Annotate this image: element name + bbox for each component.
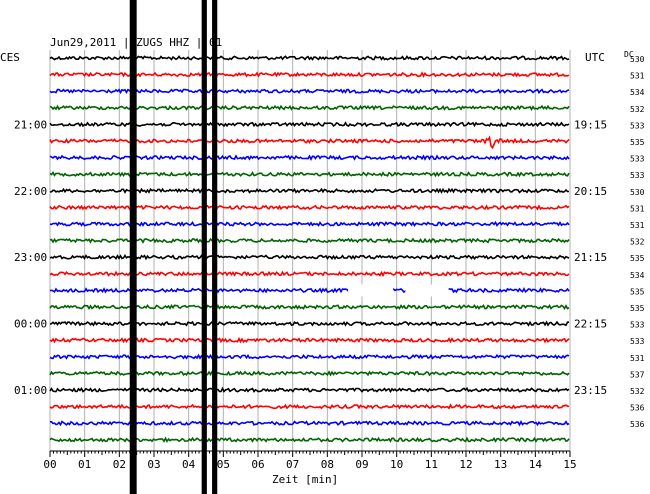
- dc-offset-label: 536: [630, 420, 645, 429]
- x-tick-label: 01: [78, 458, 91, 471]
- dc-offset-label: 535: [630, 304, 645, 313]
- dc-offset-label: 533: [630, 321, 645, 330]
- x-axis: 00 01 02 03 04 05 06 07 08 09 10 11 12 13 14 15: [43, 450, 577, 471]
- dc-offset-label: 530: [630, 188, 645, 197]
- x-axis-label: Zeit [min]: [272, 473, 338, 486]
- trace-line: [49, 121, 570, 128]
- x-tick-label: 09: [355, 458, 368, 471]
- trace-line: [49, 104, 570, 112]
- x-tick-label: 10: [390, 458, 403, 471]
- right-time-label: 20:15: [574, 185, 607, 198]
- trace-line: [49, 237, 570, 244]
- dc-offset-label: 531: [630, 72, 645, 81]
- dc-offset-label: 532: [630, 238, 645, 247]
- trace-line: [49, 386, 570, 394]
- artifact-bar: [201, 0, 207, 494]
- dc-offset-label: 530: [630, 55, 645, 64]
- dc-offset-label: 531: [630, 354, 645, 363]
- x-tick-label: 05: [217, 458, 230, 471]
- trace-line: [49, 171, 570, 178]
- dc-offset-labels: 530 531 534 532 533 535 533 533 530 531 531 532 535 5…: [630, 55, 645, 429]
- dc-offset-label: 532: [630, 105, 645, 114]
- trace-line: [49, 135, 570, 150]
- x-tick-label: 07: [286, 458, 299, 471]
- trace-line: [49, 88, 570, 95]
- right-time-label: 22:15: [574, 318, 607, 331]
- trace-line: [49, 187, 569, 194]
- trace-line: [49, 154, 570, 161]
- artifact-bar: [129, 0, 137, 494]
- dc-offset-label: 534: [630, 271, 645, 280]
- left-time-labels: 21:00 22:00 23:00 00:00 01:00: [14, 118, 47, 397]
- x-tick-label: 15: [563, 458, 576, 471]
- right-time-label: 21:15: [574, 251, 607, 264]
- right-time-label: 23:15: [574, 384, 607, 397]
- dc-column-header: DC: [624, 50, 634, 59]
- trace-line: [49, 336, 570, 344]
- trace-line: [49, 436, 570, 443]
- dc-offset-label: 531: [630, 221, 645, 230]
- trace-line: [49, 220, 570, 227]
- trace-line: [49, 55, 570, 62]
- trace-line: [49, 320, 569, 327]
- dc-offset-label: 536: [630, 404, 645, 413]
- left-time-label: 22:00: [14, 185, 47, 198]
- x-tick-label: 03: [147, 458, 160, 471]
- trace-line: [50, 419, 570, 427]
- x-tick-label: 00: [43, 458, 56, 471]
- seismic-traces: [49, 55, 570, 443]
- dc-offset-label: 535: [630, 287, 645, 296]
- dc-offset-label: 531: [630, 204, 645, 213]
- right-time-labels: 19:15 20:15 21:15 22:15 23:15: [574, 118, 607, 397]
- x-tick-label: 14: [529, 458, 543, 471]
- dc-offset-label: 535: [630, 138, 645, 147]
- dc-offset-label: 533: [630, 337, 645, 346]
- trace-line: [49, 353, 570, 360]
- dc-offset-label: 535: [630, 254, 645, 263]
- trace-line: [49, 71, 570, 78]
- data-gaps: [348, 284, 449, 297]
- trace-line: [49, 254, 570, 261]
- right-time-label: 19:15: [574, 118, 607, 131]
- trace-line: [49, 270, 570, 278]
- left-axis-label: CES: [0, 51, 20, 64]
- left-time-label: 00:00: [14, 318, 47, 331]
- trace-line: [49, 403, 570, 410]
- dc-offset-label: 533: [630, 171, 645, 180]
- data-gap: [348, 284, 394, 297]
- trace-line: [49, 287, 570, 294]
- trace-line: [49, 204, 570, 211]
- x-tick-label: 13: [494, 458, 507, 471]
- x-tick-label: 08: [321, 458, 334, 471]
- artifact-bar: [212, 0, 218, 494]
- x-tick-label: 12: [459, 458, 472, 471]
- left-time-label: 01:00: [14, 384, 47, 397]
- x-tick-label: 06: [251, 458, 264, 471]
- x-tick-label: 02: [113, 458, 126, 471]
- time-gridlines: [49, 50, 571, 451]
- dc-offset-label: 533: [630, 121, 645, 130]
- right-axis-label: UTC: [585, 51, 605, 64]
- trace-line: [49, 370, 570, 377]
- dc-offset-label: 534: [630, 88, 645, 97]
- left-time-label: 21:00: [14, 118, 47, 131]
- data-gap: [405, 284, 449, 297]
- dc-offset-label: 537: [630, 370, 645, 379]
- trace-line: [49, 303, 570, 311]
- x-tick-label: 11: [425, 458, 438, 471]
- dc-offset-label: 532: [630, 387, 645, 396]
- x-tick-label: 04: [182, 458, 196, 471]
- artifact-bars: [129, 0, 218, 494]
- dc-offset-label: 533: [630, 155, 645, 164]
- left-time-label: 23:00: [14, 251, 47, 264]
